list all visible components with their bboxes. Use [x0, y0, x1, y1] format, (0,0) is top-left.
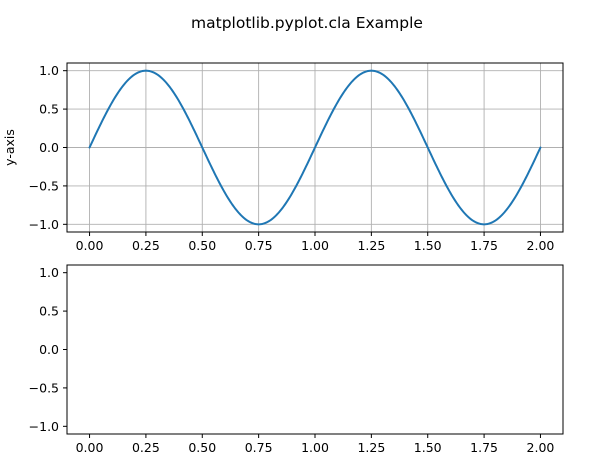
top-y-tick-label: 1.0: [39, 63, 59, 78]
top-y-axis-label: y-axis: [2, 129, 17, 166]
bottom-plot-area: [67, 265, 563, 434]
bottom-x-tick-label: 1.75: [470, 440, 498, 455]
bottom-x-tick-label: 1.25: [357, 440, 385, 455]
figure-suptitle: matplotlib.pyplot.cla Example: [191, 14, 423, 32]
top-x-tick-label: 1.00: [301, 238, 329, 253]
bottom-x-tick-label: 1.50: [414, 440, 442, 455]
axes-top: 0.00 0.25 0.50 0.75 1.00 1.25 1.50 1.75 2.00 −1.0…: [2, 63, 563, 253]
top-x-tick-label: 2.00: [527, 238, 555, 253]
bottom-y-tick-label: 0.5: [39, 304, 59, 319]
top-x-tick-label: 0.50: [188, 238, 216, 253]
bottom-x-tick-label: 0.00: [76, 440, 104, 455]
top-x-tick-label: 1.50: [414, 238, 442, 253]
top-x-tick-label: 1.75: [470, 238, 498, 253]
top-x-tick-label: 0.25: [132, 238, 160, 253]
bottom-y-tick-label: −1.0: [29, 419, 59, 434]
top-y-tick-label: −0.5: [29, 178, 59, 193]
bottom-x-tick-label: 2.00: [527, 440, 555, 455]
bottom-y-tick-label: 0.0: [39, 342, 59, 357]
bottom-x-tick-label: 1.00: [301, 440, 329, 455]
top-y-tick-label: 0.0: [39, 140, 59, 155]
bottom-x-tick-label: 0.25: [132, 440, 160, 455]
top-x-tick-label: 0.75: [245, 238, 273, 253]
bottom-x-tick-label: 0.50: [188, 440, 216, 455]
bottom-y-tick-label: −0.5: [29, 380, 59, 395]
top-x-tick-label: 0.00: [76, 238, 104, 253]
top-y-tick-label: 0.5: [39, 102, 59, 117]
top-y-tick-label: −1.0: [29, 217, 59, 232]
bottom-x-tick-label: 0.75: [245, 440, 273, 455]
bottom-y-tick-label: 1.0: [39, 265, 59, 280]
axes-bottom: 0.00 0.25 0.50 0.75 1.00 1.25 1.50 1.75 2.00 −1.0…: [29, 265, 563, 455]
top-x-tick-label: 1.25: [357, 238, 385, 253]
